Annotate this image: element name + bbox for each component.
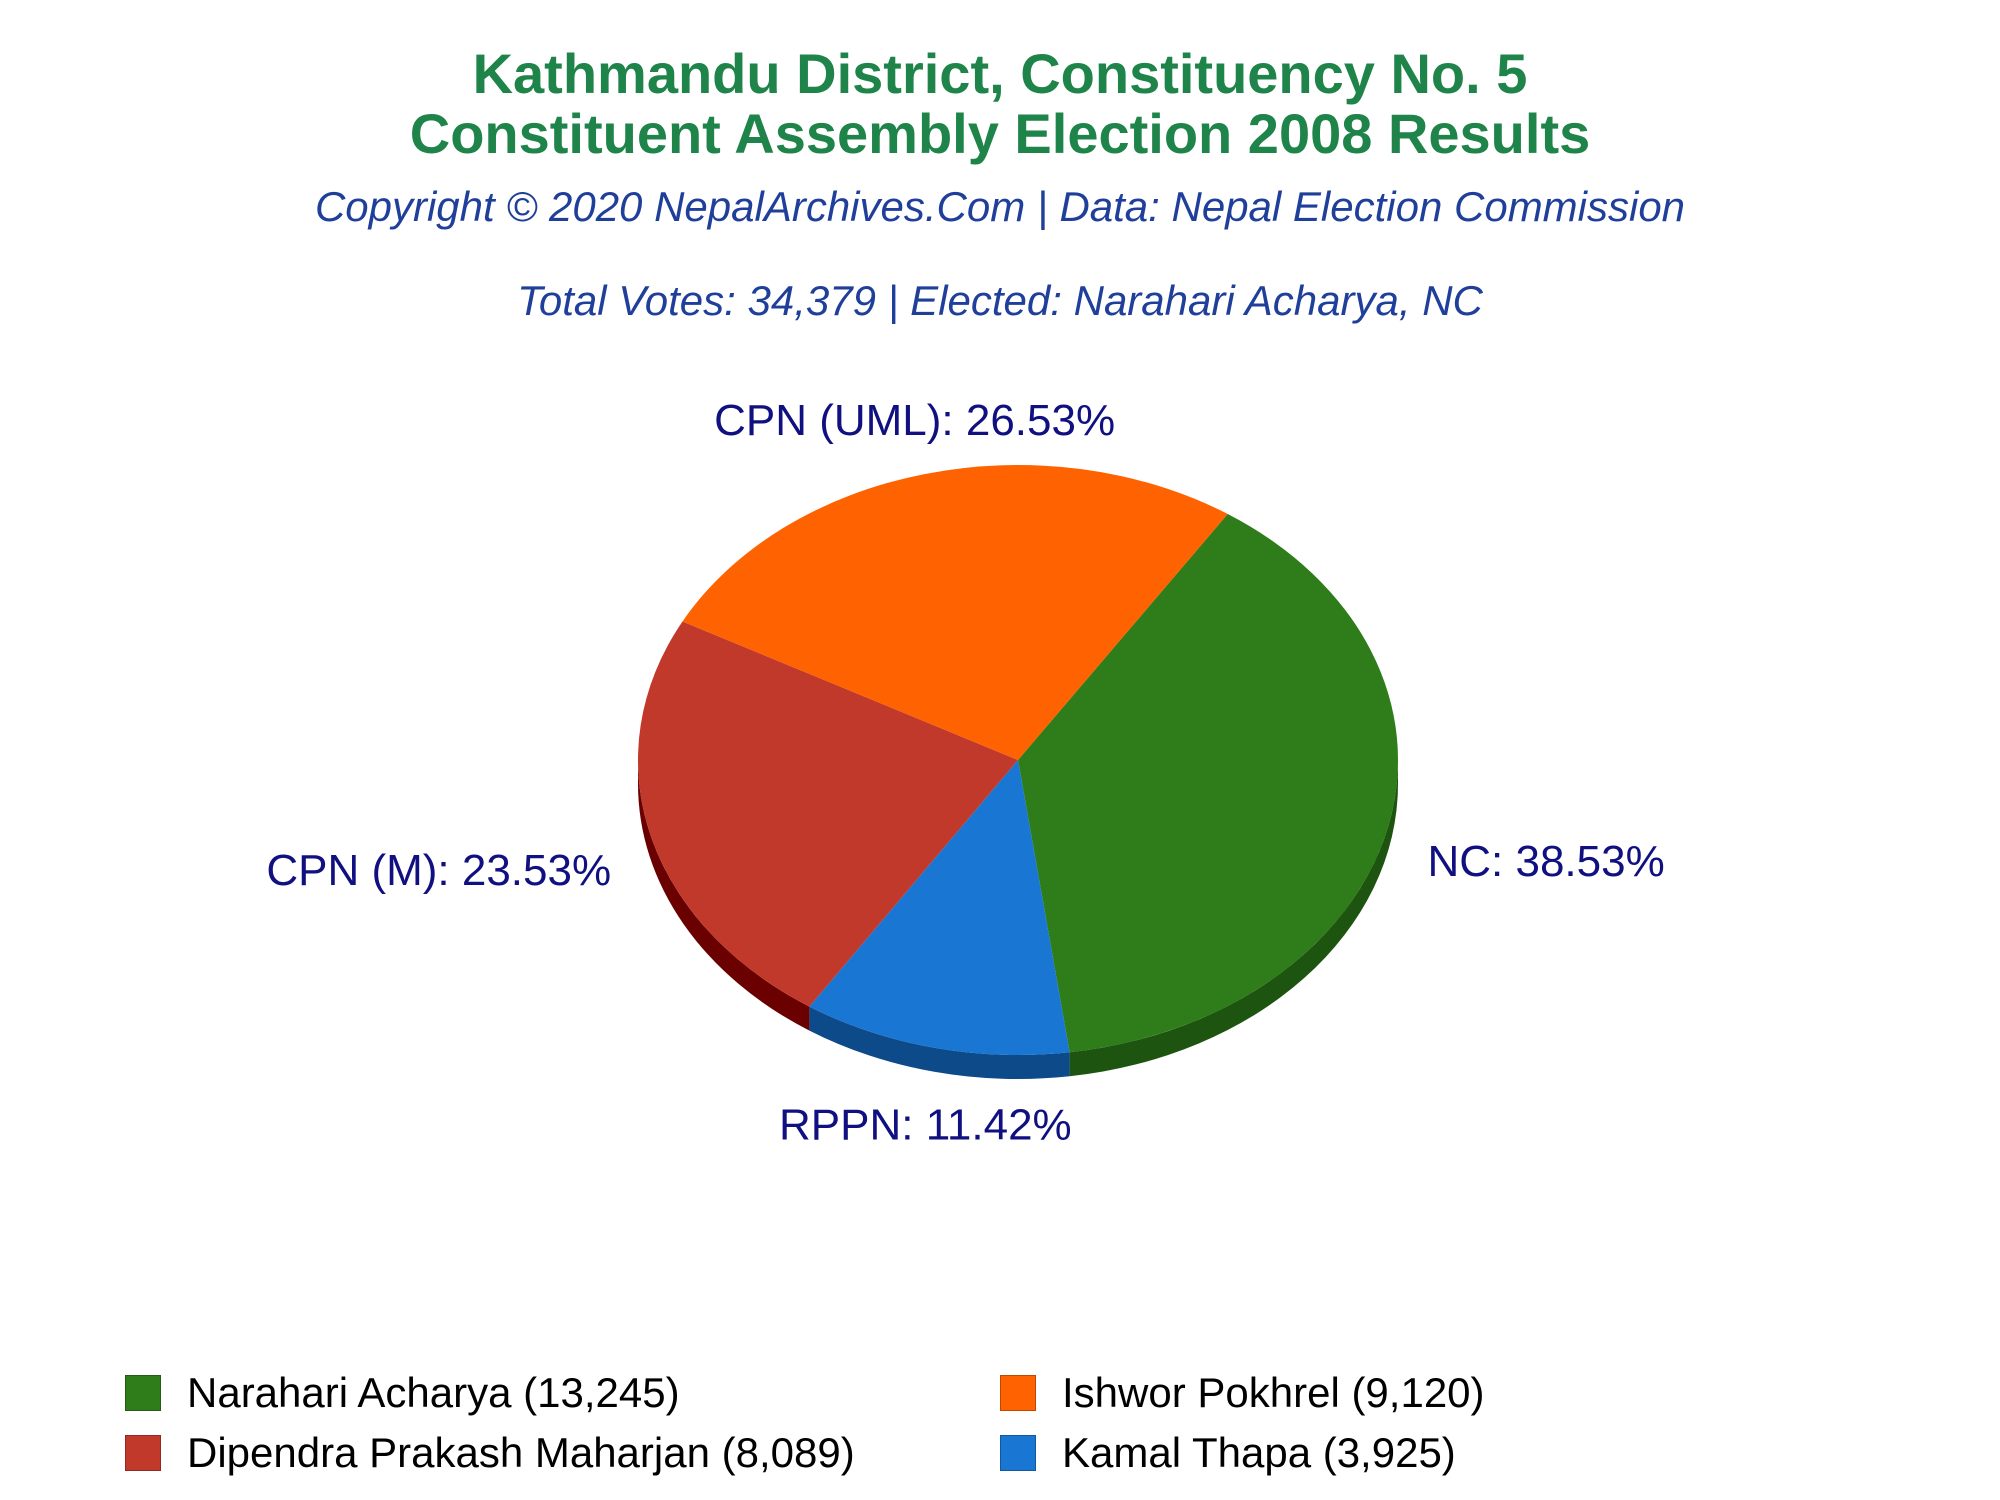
legend-label: Dipendra Prakash Maharjan (8,089) (187, 1429, 855, 1476)
slice-label: NC: 38.53% (1427, 837, 1664, 886)
legend-item: Dipendra Prakash Maharjan (8,089) (125, 1425, 855, 1481)
slice-label: CPN (M): 23.53% (266, 846, 611, 895)
slice-label: CPN (UML): 26.53% (714, 396, 1115, 445)
pie-slices (638, 465, 1399, 1055)
slice-label: RPPN: 11.42% (779, 1100, 1072, 1149)
legend-label: Narahari Acharya (13,245) (187, 1369, 680, 1416)
pie-slice (1018, 514, 1399, 1053)
legend-item: Kamal Thapa (3,925) (1000, 1425, 1456, 1481)
chart-title: Kathmandu District, Constituency No. 5 (472, 42, 1528, 105)
legend-label: Ishwor Pokhrel (9,120) (1062, 1369, 1485, 1416)
pie-slice-side (1069, 760, 1398, 1077)
legend-swatch (1000, 1375, 1036, 1411)
pie-slice (809, 760, 1070, 1055)
legend: Narahari Acharya (13,245) Ishwor Pokhrel… (125, 1365, 1875, 1495)
legend-item: Ishwor Pokhrel (9,120) (1000, 1365, 1485, 1421)
chart-title-line-2: Constituent Assembly Election 2008 Resul… (409, 102, 1591, 165)
pie-depth (638, 760, 1398, 1080)
legend-label: Kamal Thapa (3,925) (1062, 1429, 1456, 1476)
legend-item: Narahari Acharya (13,245) (125, 1365, 680, 1421)
chart-summary: Total Votes: 34,379 | Elected: Narahari … (517, 277, 1483, 324)
legend-swatch (125, 1435, 161, 1471)
legend-swatch (125, 1375, 161, 1411)
legend-swatch (1000, 1435, 1036, 1471)
pie-slice-side (638, 760, 810, 1031)
pie-slice (682, 465, 1228, 760)
pie-slice-side (809, 1006, 1070, 1080)
pie-labels: NC: 38.53% RPPN: 11.42% CPN (M): 23.53% CPN… (266, 396, 1664, 1150)
pie-slice (638, 621, 1018, 1007)
chart-subtitle: Copyright © 2020 NepalArchives.Com | Dat… (314, 183, 1686, 230)
